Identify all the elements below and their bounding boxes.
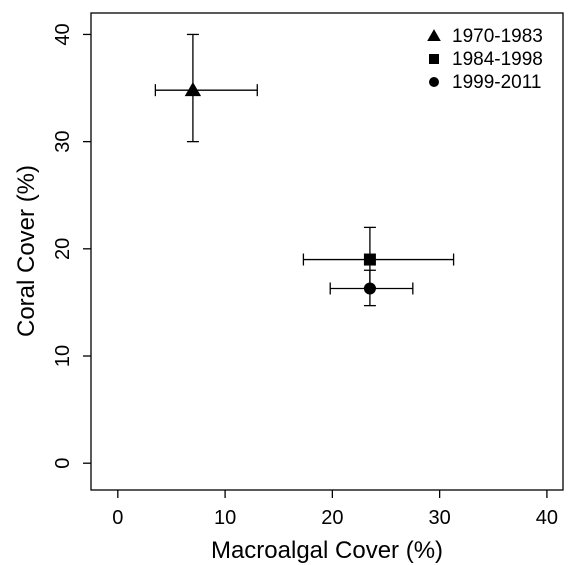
data-point-square [363, 253, 376, 266]
y-tick-label: 20 [52, 238, 74, 260]
legend-label: 1999-2011 [452, 72, 541, 93]
plot-frame [90, 12, 564, 491]
legend-marker-square [429, 54, 439, 64]
y-tick-label: 10 [52, 345, 74, 367]
x-tick-label: 0 [112, 507, 123, 529]
legend-marker-circle [429, 77, 439, 87]
x-tick-label: 10 [214, 507, 236, 529]
legend-marker-triangle [427, 29, 441, 41]
x-tick-label: 30 [429, 507, 451, 529]
data-point-circle [363, 282, 376, 295]
data-point-triangle [184, 81, 202, 97]
data-points [154, 33, 455, 307]
x-axis-title: Macroalgal Cover (%) [211, 537, 443, 564]
legend-label: 1970-1983 [452, 26, 543, 47]
legend-label: 1984-1998 [452, 49, 543, 70]
x-tick-label: 40 [536, 507, 558, 529]
y-tick-label: 40 [52, 23, 74, 45]
y-axis-ticks: 0 10 20 30 40 [52, 23, 91, 469]
y-axis-title: Coral Cover (%) [13, 165, 40, 337]
x-axis-ticks: 0 10 20 30 40 [112, 490, 558, 529]
x-tick-label: 20 [321, 507, 343, 529]
y-tick-label: 30 [52, 131, 74, 153]
y-tick-label: 0 [52, 458, 74, 469]
